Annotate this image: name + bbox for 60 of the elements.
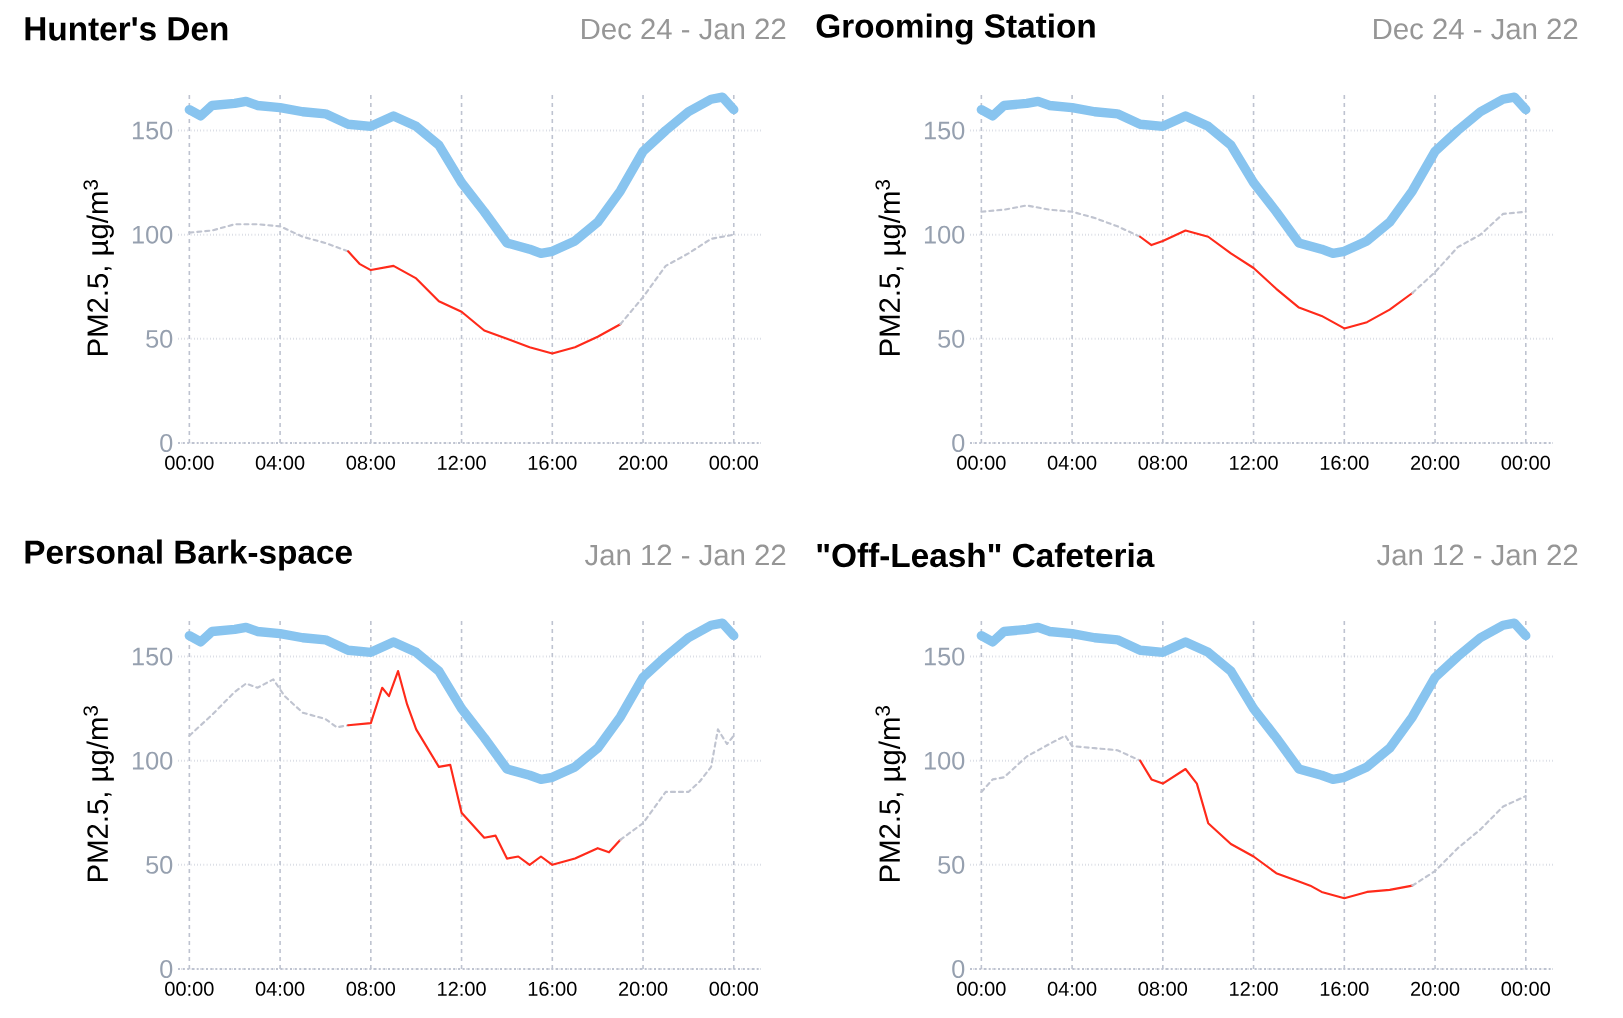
y-tick-label: 0 bbox=[952, 960, 965, 978]
x-tick-label: 08:00 bbox=[1138, 981, 1188, 996]
x-tick-label: 00:00 bbox=[709, 981, 759, 996]
chart-subtitle: Jan 12 - Jan 22 bbox=[1377, 544, 1578, 566]
chart-subtitle: Dec 24 - Jan 22 bbox=[1374, 18, 1578, 40]
x-tick-label: 00:00 bbox=[165, 455, 214, 470]
x-tick-label: 08:00 bbox=[1138, 455, 1188, 470]
y-tick-label: 150 bbox=[132, 647, 173, 666]
y-tick-label: 150 bbox=[132, 121, 173, 140]
x-tick-label: 16:00 bbox=[528, 981, 577, 996]
x-tick-label: 20:00 bbox=[1411, 455, 1460, 470]
x-tick-label: 16:00 bbox=[1320, 981, 1369, 996]
y-tick-label: 0 bbox=[160, 960, 173, 978]
x-tick-label: 20:00 bbox=[619, 981, 668, 996]
y-tick-label: 100 bbox=[132, 751, 173, 770]
line-series bbox=[1139, 229, 1414, 330]
x-tick-label: 04:00 bbox=[255, 981, 305, 996]
chart-subtitle: Jan 12 - Jan 22 bbox=[584, 544, 786, 566]
x-tick-label: 04:00 bbox=[1047, 455, 1097, 470]
x-tick-label: 16:00 bbox=[528, 455, 577, 470]
x-tick-label: 20:00 bbox=[619, 455, 668, 470]
y-axis-title: PM2.5, µg/m$^{3}$ bbox=[875, 180, 906, 356]
x-tick-label: 08:00 bbox=[346, 981, 396, 996]
y-tick-label: 50 bbox=[146, 329, 173, 348]
y-tick-label: 100 bbox=[132, 225, 173, 244]
x-tick-label: 00:00 bbox=[165, 981, 214, 996]
x-tick-label: 20:00 bbox=[1411, 981, 1460, 996]
y-tick-label: 50 bbox=[938, 855, 965, 874]
chart-subtitle: Dec 24 - Jan 22 bbox=[582, 18, 786, 40]
x-tick-label: 12:00 bbox=[438, 981, 486, 996]
chart-title: Hunter's Den bbox=[25, 17, 228, 41]
x-tick-label: 00:00 bbox=[1501, 455, 1551, 470]
x-tick-label: 12:00 bbox=[1230, 981, 1278, 996]
y-axis-title: PM2.5, µg/m$^{3}$ bbox=[875, 706, 906, 882]
y-axis-title: PM2.5, µg/m$^{3}$ bbox=[83, 706, 114, 882]
x-tick-label: 00:00 bbox=[957, 455, 1006, 470]
chart-title: Personal Bark-space bbox=[25, 539, 352, 571]
y-tick-label: 0 bbox=[952, 434, 965, 452]
line-series bbox=[1139, 759, 1414, 900]
y-tick-label: 50 bbox=[146, 855, 173, 874]
x-tick-label: 04:00 bbox=[1047, 981, 1097, 996]
line-series bbox=[347, 250, 622, 355]
y-tick-label: 0 bbox=[160, 434, 173, 452]
x-tick-label: 08:00 bbox=[346, 455, 396, 470]
x-tick-label: 00:00 bbox=[709, 455, 759, 470]
y-tick-label: 100 bbox=[924, 751, 965, 770]
chart-title: Grooming Station bbox=[816, 13, 1095, 45]
x-tick-label: 12:00 bbox=[438, 455, 486, 470]
y-tick-label: 150 bbox=[924, 647, 965, 666]
y-tick-label: 150 bbox=[924, 121, 965, 140]
x-tick-label: 04:00 bbox=[255, 455, 305, 470]
x-tick-label: 16:00 bbox=[1320, 455, 1369, 470]
chart-title: "Off-Leash" Cafeteria bbox=[817, 542, 1155, 568]
x-tick-label: 00:00 bbox=[957, 981, 1006, 996]
x-tick-label: 00:00 bbox=[1501, 981, 1551, 996]
line-series bbox=[347, 670, 622, 866]
y-axis-title: PM2.5, µg/m$^{3}$ bbox=[83, 180, 114, 356]
x-tick-label: 12:00 bbox=[1230, 455, 1278, 470]
y-tick-label: 100 bbox=[924, 225, 965, 244]
y-tick-label: 50 bbox=[938, 329, 965, 348]
